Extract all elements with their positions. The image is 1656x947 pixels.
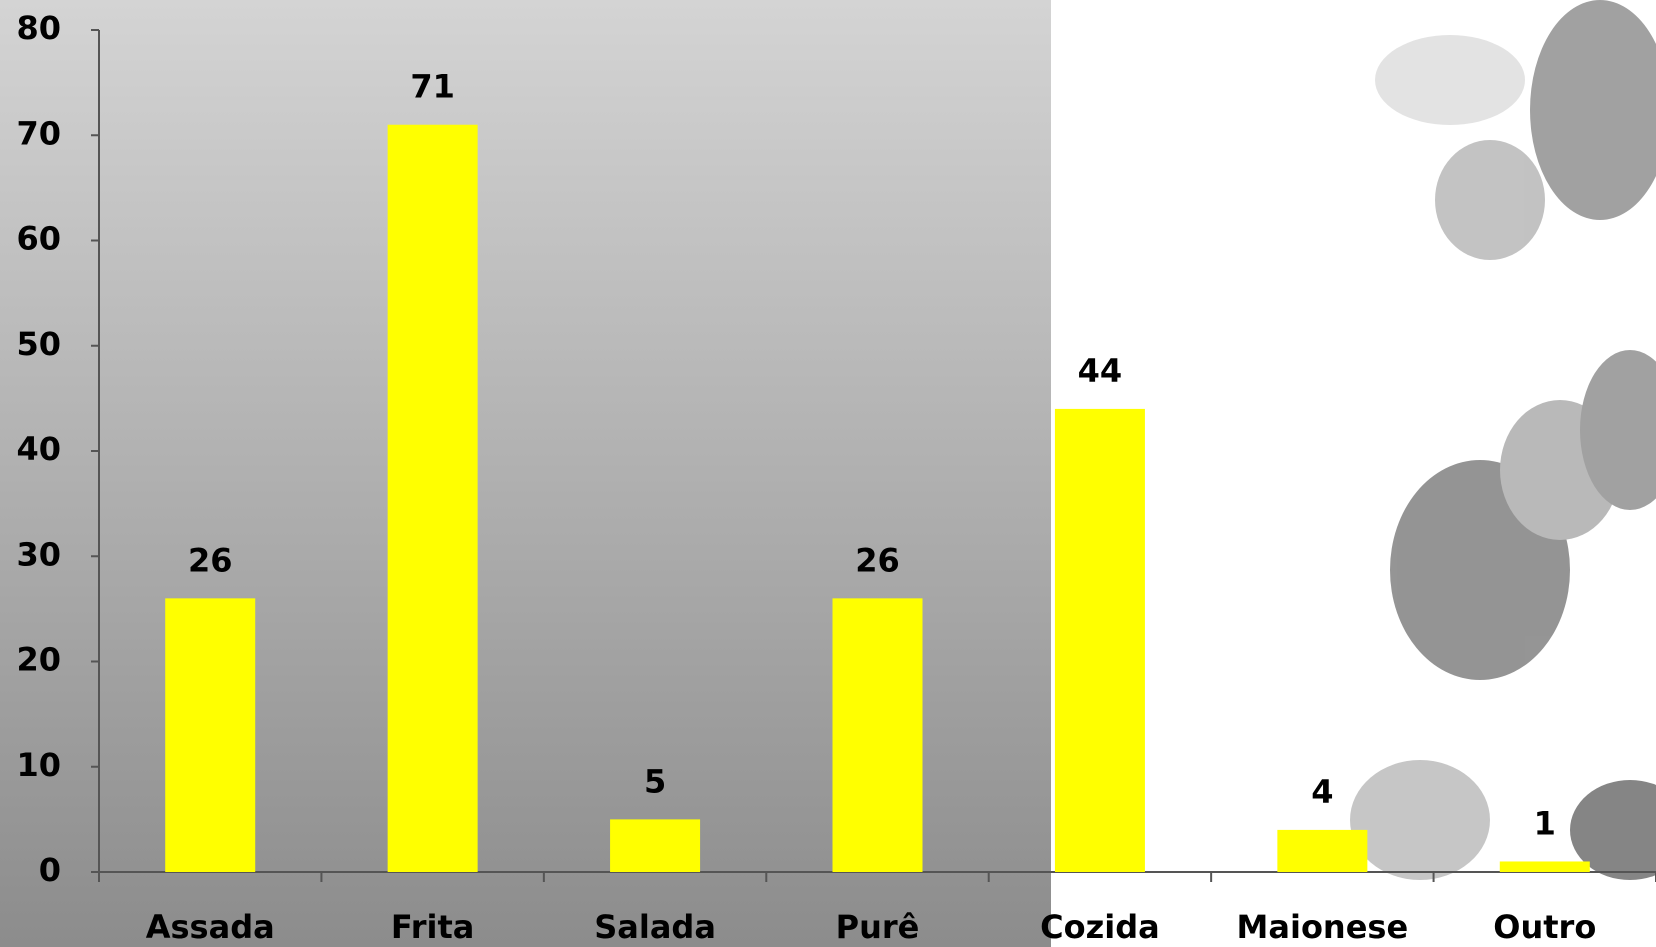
- x-tick-label: Purê: [836, 908, 920, 946]
- bar: [1499, 861, 1590, 872]
- bar: [1054, 408, 1145, 872]
- y-tick-label: 40: [16, 430, 61, 468]
- y-tick-label: 30: [16, 535, 61, 573]
- value-label: 1: [1534, 804, 1556, 842]
- x-tick-label: Maionese: [1237, 908, 1409, 946]
- leaf-decoration: [1350, 0, 1656, 880]
- y-tick-label: 70: [16, 114, 61, 152]
- y-tick-label: 10: [16, 746, 61, 784]
- y-tick-label: 20: [16, 641, 61, 679]
- value-label: 44: [1078, 352, 1123, 390]
- x-tick-label: Assada: [146, 908, 275, 946]
- x-tick-label: Outro: [1493, 908, 1596, 946]
- value-label: 26: [188, 541, 233, 579]
- value-label: 5: [644, 762, 666, 800]
- bar: [1277, 829, 1368, 872]
- bar: [387, 124, 478, 873]
- bar: [165, 598, 256, 872]
- y-tick-label: 50: [16, 325, 61, 363]
- x-tick-label: Frita: [391, 908, 474, 946]
- bar: [610, 819, 701, 872]
- x-tick-label: Cozida: [1040, 908, 1160, 946]
- bar: [832, 598, 923, 872]
- y-tick-label: 80: [16, 9, 61, 47]
- y-tick-label: 0: [39, 851, 61, 889]
- x-tick-label: Salada: [594, 908, 716, 946]
- value-label: 71: [410, 68, 455, 106]
- value-label: 26: [855, 541, 900, 579]
- y-tick-label: 60: [16, 220, 61, 258]
- value-label: 4: [1311, 773, 1333, 811]
